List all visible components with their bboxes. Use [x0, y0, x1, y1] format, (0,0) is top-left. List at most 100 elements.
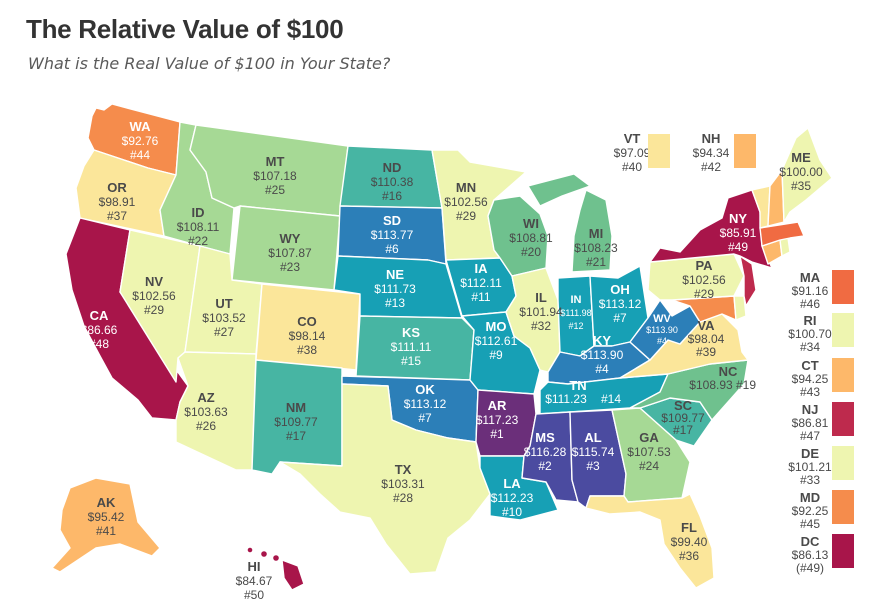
- svg-text:#29: #29: [456, 209, 476, 223]
- svg-text:#50: #50: [244, 588, 264, 602]
- svg-text:#22: #22: [188, 234, 208, 248]
- svg-text:NC: NC: [719, 364, 738, 379]
- label-ID: ID $108.11 #22: [177, 205, 220, 248]
- svg-text:$112.23: $112.23: [491, 491, 534, 505]
- label-PA: PA $102.56 #29: [682, 258, 726, 301]
- svg-text:AK: AK: [97, 495, 116, 510]
- svg-text:#25: #25: [265, 183, 285, 197]
- svg-text:#12: #12: [568, 321, 583, 331]
- svg-text:#40: #40: [622, 160, 642, 174]
- label-CO: CO $98.14 #38: [289, 314, 326, 357]
- svg-text:$99.40: $99.40: [671, 535, 708, 549]
- state-IL[interactable]: [505, 267, 561, 373]
- svg-text:$86.13: $86.13: [792, 548, 829, 562]
- svg-text:NJ: NJ: [802, 402, 819, 417]
- vt-swatch: [648, 134, 670, 168]
- nh-swatch: [734, 134, 756, 168]
- de-swatch: [832, 446, 854, 480]
- label-MI: MI $108.23 #21: [574, 226, 618, 269]
- label-IN: IN $111.98 #12: [560, 294, 591, 331]
- svg-text:GA: GA: [639, 430, 659, 445]
- svg-text:#44: #44: [130, 148, 150, 162]
- svg-text:#29: #29: [144, 303, 164, 317]
- small-state-legend: MA $91.16 #46 RI $100.70 #34 CT $94.25 #…: [788, 270, 854, 575]
- svg-text:#39: #39: [696, 345, 716, 359]
- legend-RI: RI $100.70 #34: [788, 313, 854, 354]
- label-OH: OH $113.12 #7: [599, 282, 642, 325]
- svg-text:NE: NE: [386, 267, 404, 282]
- svg-text:WA: WA: [130, 119, 152, 134]
- svg-text:ID: ID: [192, 205, 205, 220]
- state-ME[interactable]: [781, 127, 833, 223]
- svg-text:MA: MA: [800, 270, 821, 285]
- state-NC[interactable]: [629, 359, 749, 421]
- state-MI[interactable]: [527, 173, 613, 273]
- state-NJ[interactable]: [739, 255, 757, 307]
- ma-swatch: [832, 270, 854, 304]
- svg-text:NY: NY: [729, 211, 747, 226]
- label-VA: VA $98.04 #39: [688, 318, 725, 359]
- svg-text:#47: #47: [800, 429, 820, 443]
- svg-text:$113.12: $113.12: [404, 397, 447, 411]
- state-TX[interactable]: [279, 383, 491, 575]
- svg-text:#42: #42: [701, 160, 721, 174]
- svg-text:$101.21: $101.21: [788, 460, 832, 474]
- svg-text:$107.53: $107.53: [627, 445, 671, 459]
- svg-text:$107.18: $107.18: [253, 169, 297, 183]
- label-TN: TN $111.23 #14: [545, 378, 621, 406]
- legend-CT: CT $94.25 #43: [792, 358, 854, 399]
- svg-text:$94.34: $94.34: [693, 146, 730, 160]
- legend-DC: DC $86.13 (#49): [792, 534, 854, 575]
- svg-text:$103.63: $103.63: [184, 405, 228, 419]
- svg-text:UT: UT: [215, 296, 232, 311]
- svg-text:$100.70: $100.70: [788, 327, 832, 341]
- svg-text:$102.56: $102.56: [132, 289, 176, 303]
- svg-text:OR: OR: [107, 180, 127, 195]
- state-PA[interactable]: [647, 253, 745, 301]
- svg-text:DC: DC: [801, 534, 820, 549]
- svg-text:IA: IA: [475, 261, 489, 276]
- svg-text:$112.11: $112.11: [460, 276, 502, 290]
- svg-text:$116.28: $116.28: [524, 445, 567, 459]
- state-VT[interactable]: [751, 185, 771, 229]
- svg-text:$109.77: $109.77: [661, 411, 705, 425]
- svg-text:$100.00: $100.00: [779, 165, 823, 179]
- svg-text:KY: KY: [593, 333, 611, 348]
- label-IA: IA $112.11 #11: [460, 261, 502, 304]
- state-AK[interactable]: [51, 477, 161, 573]
- state-MA[interactable]: [759, 221, 805, 247]
- state-RI[interactable]: [779, 237, 791, 257]
- svg-text:TN: TN: [569, 378, 586, 393]
- svg-text:#37: #37: [107, 209, 127, 223]
- svg-text:#38: #38: [297, 343, 317, 357]
- svg-text:HI: HI: [248, 559, 261, 574]
- state-HI[interactable]: [246, 546, 305, 591]
- map-subtitle: What is the Real Value of $100 in Your S…: [28, 54, 391, 73]
- svg-text:#11: #11: [471, 290, 490, 304]
- svg-text:MN: MN: [456, 180, 476, 195]
- svg-text:#23: #23: [280, 260, 300, 274]
- svg-text:#35: #35: [791, 179, 811, 193]
- state-FL[interactable]: [585, 493, 715, 589]
- svg-text:#15: #15: [401, 354, 421, 368]
- svg-text:#46: #46: [800, 297, 820, 311]
- svg-text:$92.76: $92.76: [122, 134, 159, 148]
- svg-text:NV: NV: [145, 274, 163, 289]
- svg-text:$102.56: $102.56: [444, 195, 488, 209]
- label-AZ: AZ $103.63 #26: [184, 390, 228, 433]
- svg-text:#10: #10: [502, 505, 522, 519]
- md-swatch: [832, 490, 854, 524]
- svg-text:#3: #3: [586, 459, 600, 473]
- svg-text:$103.52: $103.52: [202, 311, 246, 325]
- label-NV: NV $102.56 #29: [132, 274, 176, 317]
- svg-text:(#49): (#49): [796, 561, 824, 575]
- label-HI: HI $84.67 #50: [236, 559, 273, 602]
- svg-text:#7: #7: [418, 411, 432, 425]
- state-DE[interactable]: [733, 295, 747, 321]
- svg-text:$92.25: $92.25: [792, 504, 829, 518]
- svg-text:$115.74: $115.74: [572, 445, 615, 459]
- svg-text:#13: #13: [385, 296, 405, 310]
- label-CA: CA $86.66 #48: [81, 308, 118, 351]
- svg-text:PA: PA: [695, 258, 713, 273]
